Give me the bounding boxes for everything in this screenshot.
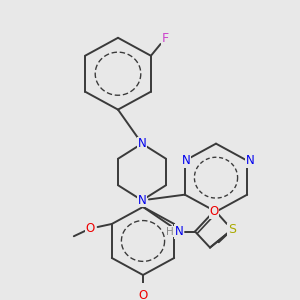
Text: N: N <box>138 194 146 207</box>
Text: N: N <box>175 225 183 238</box>
Text: O: O <box>138 289 148 300</box>
Text: N: N <box>138 137 146 150</box>
Text: S: S <box>228 223 236 236</box>
Text: N: N <box>182 154 190 167</box>
Text: F: F <box>161 32 169 45</box>
Text: H: H <box>166 226 174 236</box>
Text: N: N <box>246 154 255 167</box>
Text: O: O <box>85 222 94 235</box>
Text: O: O <box>209 205 219 218</box>
